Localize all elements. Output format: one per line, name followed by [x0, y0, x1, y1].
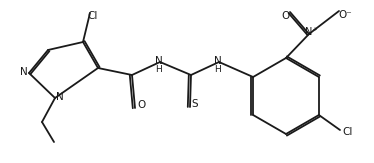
Text: Cl: Cl — [343, 127, 353, 137]
Text: O: O — [282, 11, 290, 21]
Text: H: H — [215, 66, 221, 74]
Text: N⁺: N⁺ — [305, 27, 317, 37]
Text: N: N — [214, 56, 222, 66]
Text: O: O — [138, 100, 146, 110]
Text: N: N — [155, 56, 163, 66]
Text: Cl: Cl — [88, 11, 98, 21]
Text: H: H — [156, 66, 162, 74]
Text: N: N — [56, 92, 64, 102]
Text: N: N — [20, 67, 28, 77]
Text: O⁻: O⁻ — [338, 10, 352, 20]
Text: S: S — [192, 99, 198, 109]
